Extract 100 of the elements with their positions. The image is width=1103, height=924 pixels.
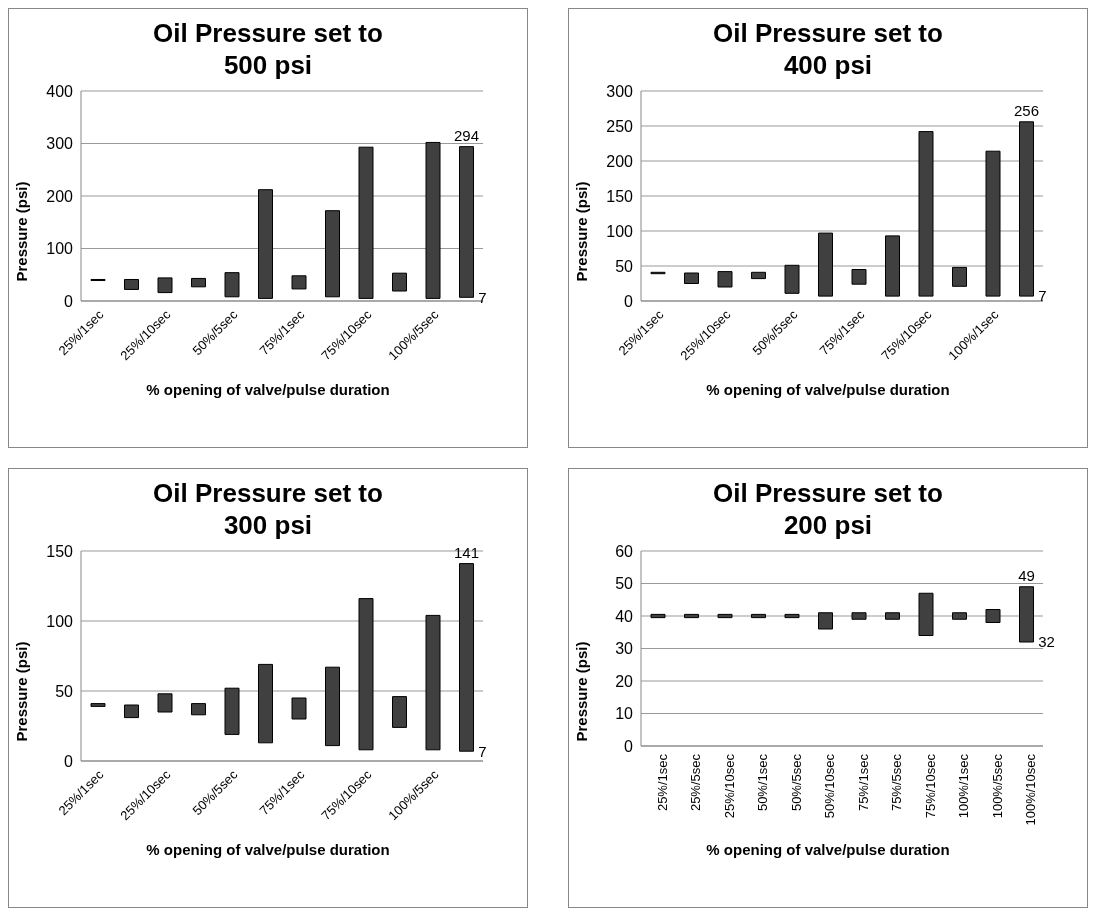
- chart-title: Oil Pressure set to 500 psi: [152, 17, 384, 81]
- bar: [358, 598, 374, 751]
- y-tick-label: 30: [615, 640, 634, 658]
- y-axis-title: Pressure (psi): [572, 180, 590, 282]
- data-label: 256: [1013, 101, 1040, 119]
- chart-title: Oil Pressure set to 300 psi: [152, 477, 384, 541]
- y-tick-label: 20: [615, 672, 634, 690]
- bar: [459, 563, 474, 752]
- bar: [90, 703, 106, 707]
- bar: [425, 614, 441, 751]
- y-tick-label: 0: [624, 292, 634, 310]
- bar: [459, 146, 474, 298]
- bar: [392, 272, 407, 292]
- bar: [325, 666, 340, 747]
- chart-title: Oil Pressure set to 400 psi: [712, 17, 944, 81]
- annotation: 7: [478, 288, 487, 306]
- y-tick-label: 50: [615, 257, 634, 275]
- y-tick-label: 300: [606, 82, 634, 100]
- bar: [684, 613, 699, 619]
- data-label: 141: [453, 543, 480, 561]
- y-tick-label: 50: [615, 575, 634, 593]
- annotation: 7: [1038, 287, 1047, 305]
- y-tick-label: 100: [606, 222, 634, 240]
- x-tick-label: 75%/1sec: [855, 753, 871, 812]
- y-tick-label: 0: [64, 752, 74, 770]
- bar: [717, 271, 733, 288]
- x-tick-label: 25%/10sec: [721, 753, 737, 819]
- x-tick-label: 75%/5sec: [889, 753, 905, 812]
- x-tick-label: 75%/10sec: [922, 753, 938, 819]
- data-label: 294: [453, 126, 480, 144]
- bar: [325, 210, 340, 298]
- bar: [392, 696, 407, 728]
- bar: [784, 613, 800, 619]
- bar: [784, 264, 800, 294]
- chart-title: Oil Pressure set to 200 psi: [712, 477, 944, 541]
- x-axis-title: % opening of valve/pulse duration: [705, 381, 951, 398]
- x-tick-label: 100%/1sec: [956, 753, 972, 819]
- bar: [918, 131, 934, 297]
- y-tick-label: 0: [624, 737, 634, 755]
- x-tick-label: 50%/5sec: [788, 753, 804, 812]
- x-tick-label: 50%/10sec: [822, 753, 838, 819]
- bar: [291, 697, 307, 720]
- x-tick-label: 50%/1sec: [755, 753, 771, 812]
- y-tick-label: 200: [606, 152, 634, 170]
- y-tick-label: 10: [615, 705, 634, 723]
- bar: [258, 663, 273, 744]
- y-tick-label: 0: [64, 292, 74, 310]
- bar: [985, 150, 1001, 297]
- y-tick-label: 250: [606, 117, 634, 135]
- x-tick-label: 100%/10sec: [1023, 753, 1039, 826]
- y-tick-label: 300: [46, 135, 74, 153]
- y-tick-label: 400: [46, 82, 74, 100]
- bar: [952, 612, 967, 620]
- bar: [717, 613, 733, 619]
- y-tick-label: 50: [55, 682, 74, 700]
- bar: [1019, 586, 1034, 643]
- bar: [124, 704, 139, 719]
- bar: [918, 592, 934, 636]
- x-tick-label: 100%/5sec: [989, 753, 1005, 819]
- bar: [224, 272, 240, 298]
- bar: [124, 278, 139, 290]
- bar: [224, 687, 240, 735]
- bar: [358, 146, 374, 299]
- bar: [851, 612, 867, 620]
- bar: [258, 189, 273, 299]
- data-label: 49: [1018, 566, 1035, 584]
- bar: [751, 271, 766, 280]
- y-axis-title: Pressure (psi): [572, 640, 590, 742]
- x-tick-label: 25%/1sec: [654, 753, 670, 812]
- bar: [818, 612, 833, 630]
- bar: [885, 612, 900, 620]
- bar: [650, 613, 666, 619]
- annotation: 32: [1038, 633, 1055, 651]
- bar: [425, 141, 441, 299]
- y-tick-label: 40: [615, 607, 634, 625]
- bar: [885, 235, 900, 297]
- annotation: 7: [478, 742, 487, 760]
- y-tick-label: 100: [46, 240, 74, 258]
- x-axis-title: % opening of valve/pulse duration: [145, 841, 391, 858]
- y-tick-label: 100: [46, 612, 74, 630]
- bar: [157, 693, 173, 713]
- bar: [684, 272, 699, 284]
- y-axis-title: Pressure (psi): [12, 180, 30, 282]
- bar: [751, 613, 766, 619]
- bar: [191, 277, 206, 288]
- y-tick-label: 150: [606, 187, 634, 205]
- bar: [291, 275, 307, 290]
- x-tick-label: 25%/5sec: [688, 753, 704, 812]
- y-tick-label: 150: [46, 542, 74, 560]
- y-tick-label: 200: [46, 187, 74, 205]
- bar: [157, 277, 173, 294]
- bar: [985, 609, 1001, 623]
- bar: [1019, 121, 1034, 297]
- x-axis-title: % opening of valve/pulse duration: [705, 841, 951, 858]
- bar: [851, 269, 867, 285]
- bar: [818, 232, 833, 297]
- bar: [191, 703, 206, 716]
- y-tick-label: 60: [615, 542, 634, 560]
- y-axis-title: Pressure (psi): [12, 640, 30, 742]
- bar: [952, 266, 967, 287]
